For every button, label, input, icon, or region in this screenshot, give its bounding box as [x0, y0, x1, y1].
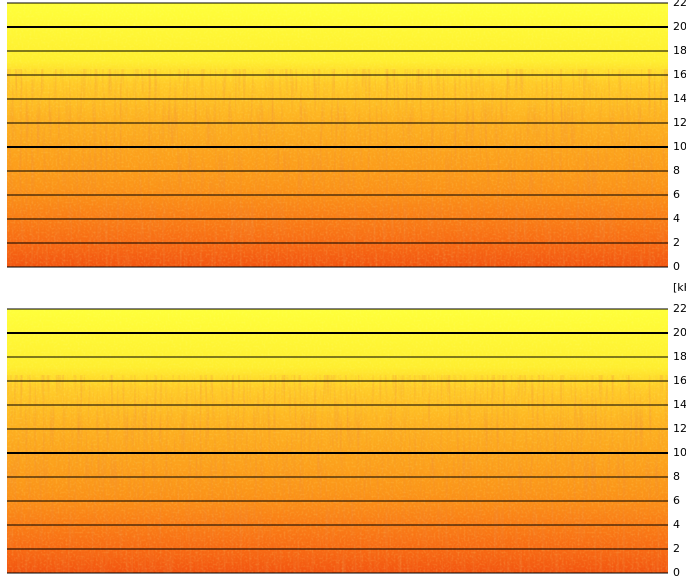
y-tick-label: 2	[673, 236, 680, 249]
spectrogram-panel: 0 2 4 6 8 10 12 14 16 18 20 22	[7, 302, 686, 579]
y-tick-label: 22	[673, 0, 686, 9]
y-tick-label: 20	[673, 20, 686, 33]
y-tick-label: 8	[673, 470, 680, 483]
y-tick-label: 6	[673, 494, 680, 507]
y-tick-label: 8	[673, 164, 680, 177]
y-tick-label: 20	[673, 326, 686, 339]
spectrogram-panel: 0 2 4 6 8 10 12 14 16 18 20 22 [kH	[7, 0, 686, 294]
spectrogram-grain	[7, 3, 668, 267]
y-tick-label: 2	[673, 542, 680, 555]
y-tick-label: 18	[673, 350, 686, 363]
y-tick-label: 22	[673, 302, 686, 315]
y-tick-label: 12	[673, 422, 686, 435]
y-tick-label: 10	[673, 446, 686, 459]
y-tick-label: 6	[673, 188, 680, 201]
y-tick-label: 16	[673, 68, 686, 81]
y-tick-label: 14	[673, 92, 686, 105]
y-tick-label: 18	[673, 44, 686, 57]
y-tick-label: 0	[673, 566, 680, 579]
y-tick-label: 4	[673, 212, 680, 225]
y-tick-label: 4	[673, 518, 680, 531]
spectrogram-grain	[7, 309, 668, 573]
y-tick-label: 16	[673, 374, 686, 387]
y-tick-label: 0	[673, 260, 680, 273]
y-tick-label: 10	[673, 140, 686, 153]
y-tick-label: 14	[673, 398, 686, 411]
y-axis-label: [kH	[673, 281, 686, 294]
y-tick-label: 12	[673, 116, 686, 129]
